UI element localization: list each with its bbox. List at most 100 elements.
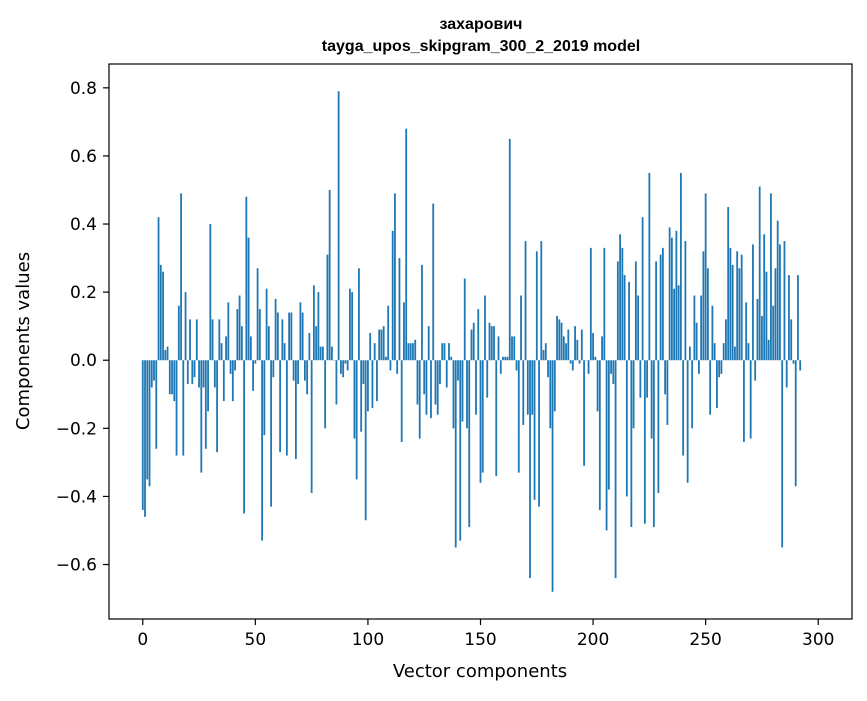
bar (691, 360, 693, 428)
bar (522, 360, 524, 425)
bar (662, 248, 664, 360)
bar (525, 241, 527, 360)
bar (518, 360, 520, 472)
bar (403, 302, 405, 360)
bar (288, 313, 290, 361)
bar (185, 292, 187, 360)
bar (718, 360, 720, 377)
bar (322, 347, 324, 361)
bar (428, 326, 430, 360)
bar (549, 360, 551, 428)
y-tick-label: 0.2 (70, 283, 97, 303)
bar (639, 360, 641, 397)
bar (381, 330, 383, 361)
bar (446, 360, 448, 387)
bar (644, 360, 646, 523)
bar (198, 360, 200, 387)
bar (338, 91, 340, 360)
bar (329, 190, 331, 360)
bar (439, 360, 441, 384)
bar (272, 360, 274, 377)
bar (520, 296, 522, 361)
chart-title-line2: tayga_upos_skipgram_300_2_2019 model (322, 38, 640, 55)
bar (471, 330, 473, 361)
bar (680, 173, 682, 360)
bar (768, 340, 770, 360)
bar (457, 360, 459, 380)
bar (230, 360, 232, 374)
bar (752, 244, 754, 360)
x-tick-label: 150 (464, 630, 496, 650)
bar (444, 343, 446, 360)
bar (714, 343, 716, 360)
bar (507, 357, 509, 360)
bar (189, 319, 191, 360)
bar (599, 360, 601, 510)
bar (687, 360, 689, 483)
bar (509, 139, 511, 360)
bar (664, 360, 666, 394)
bar (619, 234, 621, 360)
y-tick-label: −0.2 (56, 419, 97, 439)
bar (252, 360, 254, 391)
bar (750, 360, 752, 438)
bar (759, 187, 761, 361)
bar (412, 343, 414, 360)
bar (646, 360, 648, 397)
bar (347, 360, 349, 370)
y-tick-label: 0.4 (70, 215, 97, 235)
bar (772, 306, 774, 360)
bar (648, 173, 650, 360)
bar (653, 360, 655, 527)
bar (468, 360, 470, 527)
bar (399, 258, 401, 360)
bar (218, 319, 220, 360)
bar (581, 330, 583, 361)
bar (254, 360, 256, 363)
bar (299, 302, 301, 360)
bar (187, 360, 189, 384)
bar (795, 360, 797, 486)
bar (180, 193, 182, 360)
bar (342, 360, 344, 377)
bar (327, 255, 329, 361)
bar (626, 360, 628, 496)
bar (261, 360, 263, 540)
bar (243, 360, 245, 513)
y-tick-label: −0.4 (56, 487, 97, 507)
bar (153, 360, 155, 380)
bar (410, 343, 412, 360)
bar (473, 323, 475, 360)
bar (365, 360, 367, 520)
bar (558, 319, 560, 360)
bar (182, 360, 184, 455)
bar (770, 193, 772, 360)
bar (263, 360, 265, 435)
bar (432, 204, 434, 361)
bar (516, 360, 518, 370)
bar (703, 251, 705, 360)
bar (367, 360, 369, 411)
bar (741, 255, 743, 361)
bar (450, 357, 452, 360)
bar (734, 347, 736, 361)
bar (556, 316, 558, 360)
bar (396, 360, 398, 374)
bar (763, 234, 765, 360)
bar (158, 217, 160, 360)
bar (502, 357, 504, 360)
bar (176, 360, 178, 455)
bar (324, 360, 326, 428)
bar (669, 227, 671, 360)
bar (311, 360, 313, 493)
bar (538, 360, 540, 506)
bar (385, 357, 387, 360)
bar (671, 238, 673, 361)
bar (784, 241, 786, 360)
bar (491, 326, 493, 360)
bar (576, 340, 578, 360)
bar (336, 360, 338, 404)
bar (241, 326, 243, 360)
bar (754, 360, 756, 380)
